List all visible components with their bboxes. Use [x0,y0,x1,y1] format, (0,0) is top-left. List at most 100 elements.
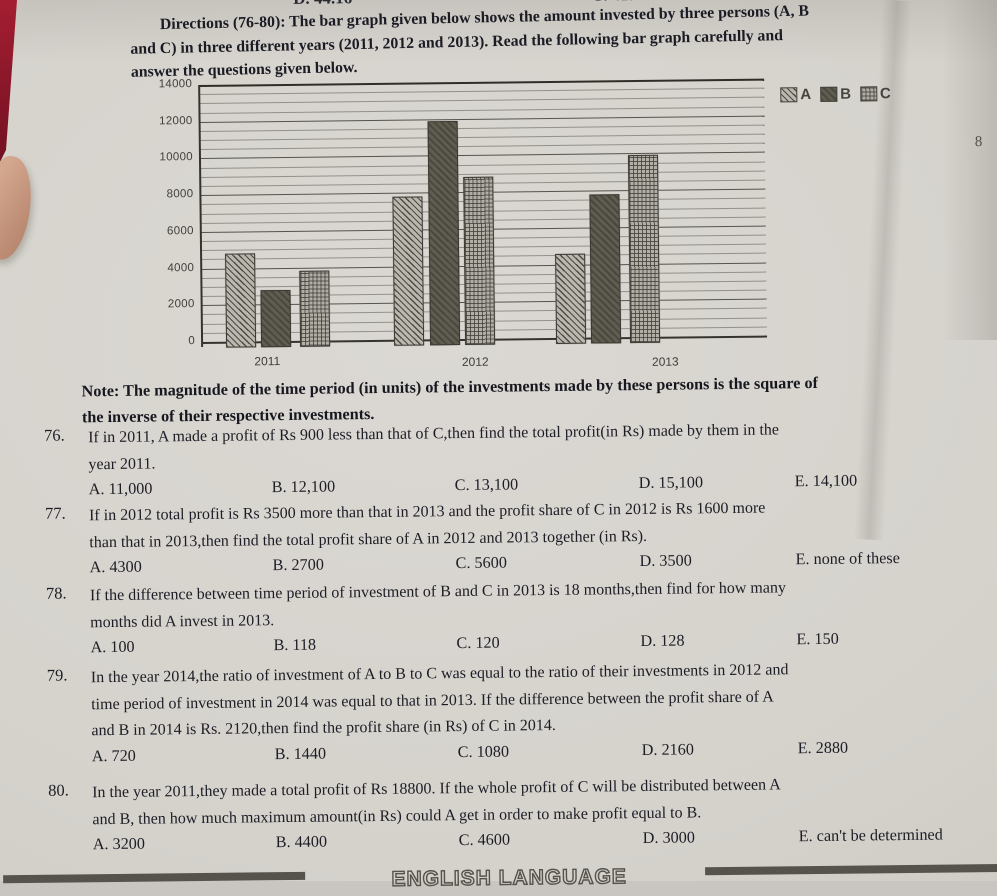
paper-edge-shading [942,0,997,340]
option-d: D. 3000 [642,828,695,847]
x-axis-line [202,335,768,344]
gridline [201,252,767,261]
question-item: 78. If the difference between time period… [46,573,967,665]
option-d: D. 15,100 [638,473,704,493]
gridline [199,142,765,151]
gridline [199,106,765,114]
bar-c-2011 [299,270,331,347]
option-a: A. 720 [91,746,136,765]
option-a: A. 11,000 [88,479,153,499]
y-axis-label: 8000 [166,188,194,201]
gridline [200,216,766,224]
gridline [200,234,766,242]
photo-top-shading [0,0,997,70]
question-item: 79. In the year 2014,the ratio of investm… [47,655,968,774]
option-e: E. 14,100 [794,471,858,491]
question-item: 80. In the year 2011,they made a total pr… [48,770,969,862]
option-b: B. 4400 [275,832,328,852]
question-body: In the year 2014,the ratio of investment… [91,655,968,773]
option-d: D. 128 [640,631,685,651]
option-c: C. 4600 [458,830,511,850]
gridline [200,207,766,215]
question-number: 76. [44,425,65,445]
bar-b-2013 [589,194,622,344]
question-number: 80. [48,780,69,800]
gridline [201,280,767,288]
gridline [199,133,765,142]
question-item: 77. If in 2012 total profit is Rs 3500 mo… [45,493,966,585]
option-e: E. 2880 [797,738,849,757]
option-b: B. 12,100 [271,477,336,497]
legend-swatch-a [780,87,798,103]
gridline [200,197,766,206]
option-b: B. 2700 [272,555,324,575]
option-e: E. none of these [795,549,900,569]
gridline [200,170,766,178]
bar-b-2012 [427,120,461,346]
y-axis-label: 12000 [159,114,193,128]
gridline [200,225,766,233]
legend-swatch-b [820,86,838,102]
option-c: C. 5600 [455,553,507,573]
x-axis-label: 2011 [254,354,281,369]
option-d: D. 3500 [639,551,692,571]
bar-a-2012 [392,196,425,346]
option-c: C. 1080 [457,742,510,761]
directions-paragraph: Directions (76-80): The bar graph given … [130,0,921,84]
option-d: D. 2160 [641,739,694,759]
option-b: B. 118 [273,635,317,655]
question-body: If the difference between time period of… [90,573,967,665]
gridline [201,308,767,316]
y-axis-label: 4000 [167,261,195,274]
option-a: A. 4300 [89,557,142,577]
gridline [200,161,766,169]
gridline [199,96,765,105]
gridline [199,115,765,123]
question-body: If in 2012 total profit is Rs 3500 more … [89,493,966,585]
footer-bar-left [3,871,306,884]
gridline [201,262,767,270]
gridline [201,289,767,298]
bar-c-2012 [463,177,496,345]
gridline [199,151,765,160]
question-body: In the year 2011,they made a total profi… [92,770,969,862]
bar-a-2011 [225,253,257,348]
cutoff-option-text: D. 44.16 [293,0,352,9]
gridline [201,298,767,307]
option-c: C. 120 [456,633,500,653]
gridline [200,179,766,187]
bar-c-2013 [627,155,661,344]
gridline [201,317,767,325]
y-axis-label: 10000 [159,151,194,164]
question-body: If in 2011, A made a profit of Rs 900 le… [88,415,965,507]
option-a: A. 3200 [92,834,146,854]
gridline [199,87,765,96]
option-e: E. can't be determined [798,825,943,846]
footer-section-title: ENGLISH LANGUAGE [391,864,628,891]
y-axis-label: 0 [188,335,196,348]
bar-a-2013 [555,253,587,344]
option-b: B. 1440 [274,744,327,763]
gridline [200,188,766,197]
y-axis-label: 2000 [167,298,195,311]
option-a: A. 100 [90,637,135,657]
question-number: 79. [46,665,68,685]
x-axis-label: 2013 [651,354,679,369]
y-axis-label: 6000 [166,224,194,238]
gridline [201,243,767,252]
legend-swatch-c [859,86,878,102]
gridline [201,271,767,279]
bar-b-2011 [260,289,292,348]
question-number: 78. [45,583,67,603]
question-number: 77. [44,503,66,523]
x-axis-label: 2012 [461,354,489,370]
legend-label-a: A [800,86,812,104]
option-c: C. 13,100 [454,475,519,495]
option-e: E. 150 [796,629,839,649]
gridline [199,124,765,132]
legend-label-b: B [840,85,852,103]
y-axis-line [198,84,204,347]
